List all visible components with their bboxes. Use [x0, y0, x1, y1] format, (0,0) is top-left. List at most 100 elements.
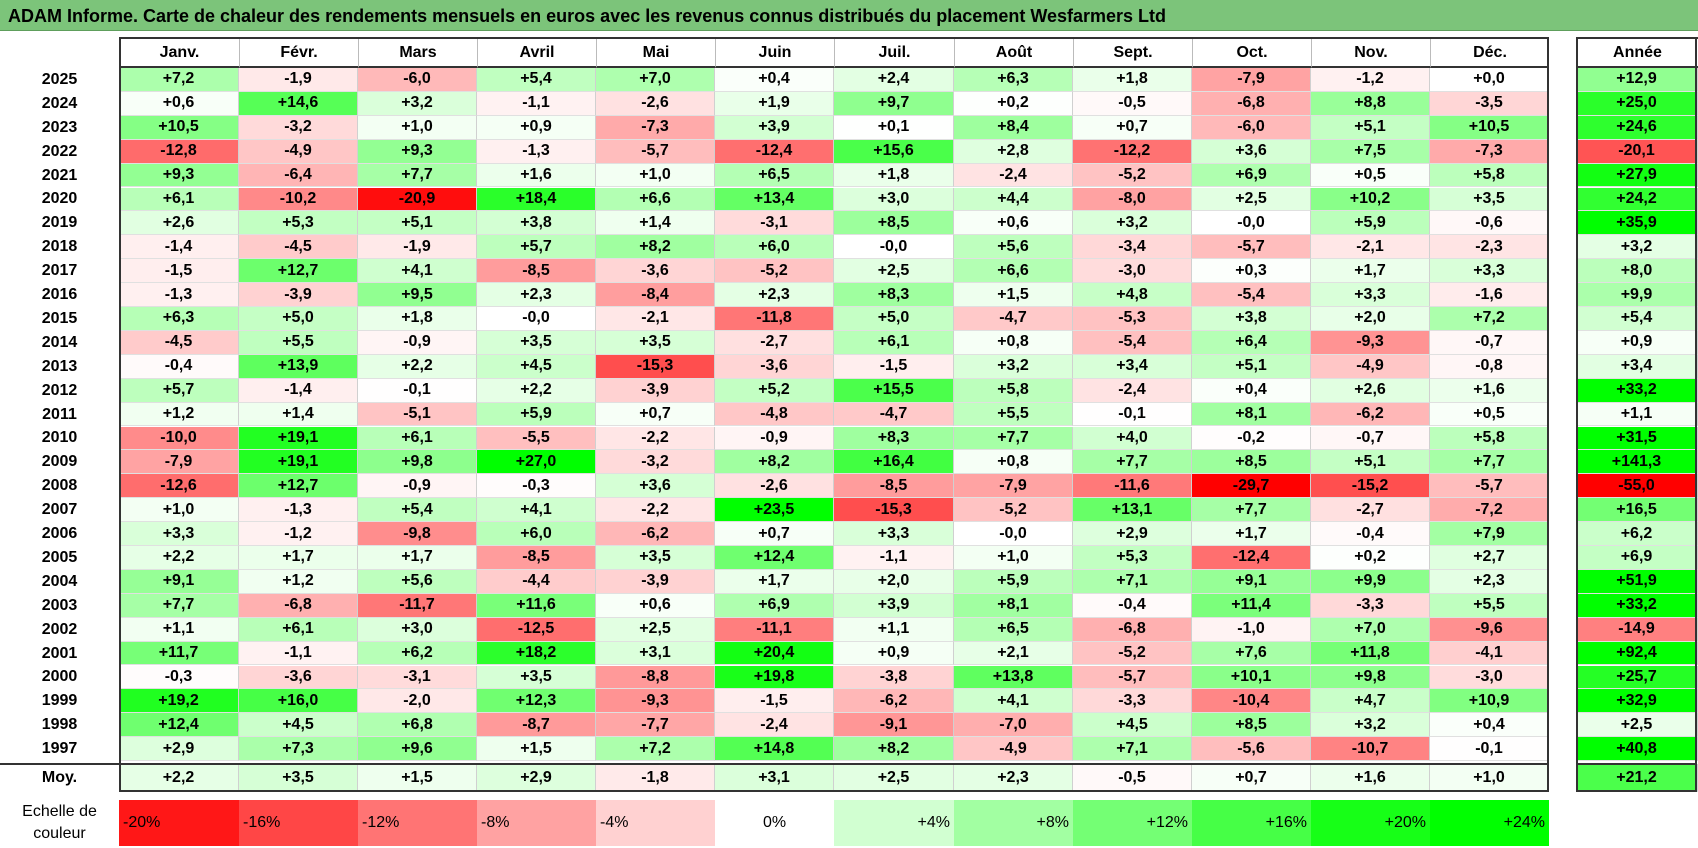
- average-cell: -1,8: [596, 764, 715, 792]
- scale-step: +24%: [1430, 800, 1549, 846]
- heatmap-cell: -0,6: [1430, 211, 1549, 236]
- heatmap-cell: +9,9: [1311, 569, 1430, 594]
- heatmap-cell: +1,8: [834, 163, 954, 188]
- heatmap-cell: +8,5: [1192, 450, 1311, 475]
- heatmap-cell: +1,7: [239, 546, 358, 570]
- heatmap-cell: -8,4: [596, 283, 715, 307]
- heatmap-cell: +2,0: [1311, 307, 1430, 331]
- average-cell: +1,5: [358, 764, 477, 792]
- annual-cell: +12,9: [1576, 68, 1698, 92]
- heatmap-cell: +1,4: [239, 402, 358, 427]
- heatmap-cell: +4,5: [477, 354, 596, 379]
- heatmap-cell: +12,4: [715, 546, 834, 570]
- heatmap-cell: -12,4: [1192, 546, 1311, 570]
- heatmap-cell: -2,4: [715, 713, 834, 738]
- heatmap-cell: +0,3: [1192, 259, 1311, 284]
- month-header: Janv.: [119, 37, 239, 68]
- heatmap-cell: -3,9: [239, 283, 358, 307]
- heatmap-cell: +0,7: [715, 522, 834, 546]
- year-label: 2015: [41, 309, 78, 327]
- heatmap-cell: -3,4: [1073, 235, 1192, 260]
- heatmap-cell: -2,0: [358, 689, 477, 714]
- year-label: 2018: [41, 238, 78, 256]
- heatmap-cell: -1,5: [834, 354, 954, 379]
- heatmap-cell: -2,4: [954, 163, 1073, 188]
- heatmap-cell: -9,3: [1311, 330, 1430, 355]
- heatmap-cell: -12,2: [1073, 139, 1192, 164]
- heatmap-cell: +4,5: [1073, 713, 1192, 738]
- heatmap-cell: -0,3: [119, 665, 239, 690]
- heatmap-cell: -6,4: [239, 163, 358, 188]
- heatmap-cell: +0,5: [1311, 163, 1430, 188]
- heatmap-cell: +0,5: [1430, 402, 1549, 427]
- heatmap-cell: -4,9: [1311, 354, 1430, 379]
- month-header: Oct.: [1192, 37, 1311, 68]
- heatmap-cell: -1,5: [119, 259, 239, 284]
- heatmap-cell: +0,4: [715, 68, 834, 92]
- annual-cell: +25,0: [1576, 91, 1698, 116]
- heatmap-cell: -7,9: [119, 450, 239, 475]
- heatmap-cell: +14,6: [239, 91, 358, 116]
- heatmap-cell: -8,0: [1073, 187, 1192, 212]
- annual-cell: +141,3: [1576, 450, 1698, 475]
- heatmap-cell: -1,2: [239, 522, 358, 546]
- annual-cell: +40,8: [1576, 737, 1698, 762]
- heatmap-cell: +5,9: [477, 402, 596, 427]
- heatmap-cell: +10,5: [1430, 115, 1549, 140]
- heatmap-cell: +1,1: [119, 617, 239, 642]
- year-label: 2024: [41, 94, 78, 112]
- heatmap-cell: +3,4: [1073, 354, 1192, 379]
- heatmap-cell: -8,5: [477, 546, 596, 570]
- annual-cell: +27,9: [1576, 163, 1698, 188]
- heatmap-cell: +3,2: [954, 354, 1073, 379]
- heatmap-cell: -4,8: [715, 402, 834, 427]
- year-label: 2017: [41, 262, 78, 280]
- heatmap-cell: -5,4: [1192, 283, 1311, 307]
- heatmap-cell: +5,8: [1430, 426, 1549, 451]
- heatmap-cell: +3,2: [1073, 211, 1192, 236]
- heatmap-cell: +3,5: [477, 665, 596, 690]
- heatmap-cell: +1,1: [834, 617, 954, 642]
- heatmap-cell: -0,1: [1430, 737, 1549, 762]
- month-header: Déc.: [1430, 37, 1549, 68]
- heatmap-cell: -6,8: [239, 593, 358, 618]
- heatmap-cell: +7,9: [1430, 522, 1549, 546]
- scale-step: +12%: [1073, 800, 1192, 846]
- heatmap-cell: -1,1: [477, 91, 596, 116]
- annual-cell: +24,2: [1576, 187, 1698, 212]
- heatmap-cell: +5,2: [715, 378, 834, 403]
- annual-cell: +24,6: [1576, 115, 1698, 140]
- year-label: 2023: [41, 118, 78, 136]
- heatmap-cell: +16,0: [239, 689, 358, 714]
- heatmap-cell: -7,2: [1430, 498, 1549, 523]
- heatmap-cell: +6,3: [954, 68, 1073, 92]
- year-label: 2021: [41, 166, 78, 184]
- heatmap-cell: -4,5: [239, 235, 358, 260]
- heatmap-cell: +7,7: [1073, 450, 1192, 475]
- heatmap-cell: -5,7: [1192, 235, 1311, 260]
- annual-cell: +51,9: [1576, 569, 1698, 594]
- heatmap-cell: +2,6: [119, 211, 239, 236]
- heatmap-cell: -4,7: [954, 307, 1073, 331]
- heatmap-cell: +5,0: [834, 307, 954, 331]
- heatmap-cell: -0,5: [1073, 91, 1192, 116]
- year-label: 2010: [41, 429, 78, 447]
- annual-cell: +6,2: [1576, 522, 1698, 546]
- heatmap-cell: +0,4: [1192, 378, 1311, 403]
- heatmap-cell: +10,5: [119, 115, 239, 140]
- heatmap-cell: -0,3: [477, 474, 596, 499]
- heatmap-cell: -3,8: [834, 665, 954, 690]
- heatmap-cell: +4,7: [1311, 689, 1430, 714]
- heatmap-cell: -6,8: [1073, 617, 1192, 642]
- heatmap-cell: +3,2: [1311, 713, 1430, 738]
- heatmap-cell: -2,2: [596, 426, 715, 451]
- heatmap-cell: -12,4: [715, 139, 834, 164]
- heatmap-cell: +9,1: [1192, 569, 1311, 594]
- year-label: 2007: [41, 501, 78, 519]
- heatmap-cell: +8,1: [954, 593, 1073, 618]
- heatmap-cell: +2,9: [119, 737, 239, 762]
- heatmap-cell: +11,7: [119, 641, 239, 666]
- heatmap-cell: +2,3: [1430, 569, 1549, 594]
- heatmap-cell: +0,7: [1073, 115, 1192, 140]
- heatmap-cell: +13,8: [954, 665, 1073, 690]
